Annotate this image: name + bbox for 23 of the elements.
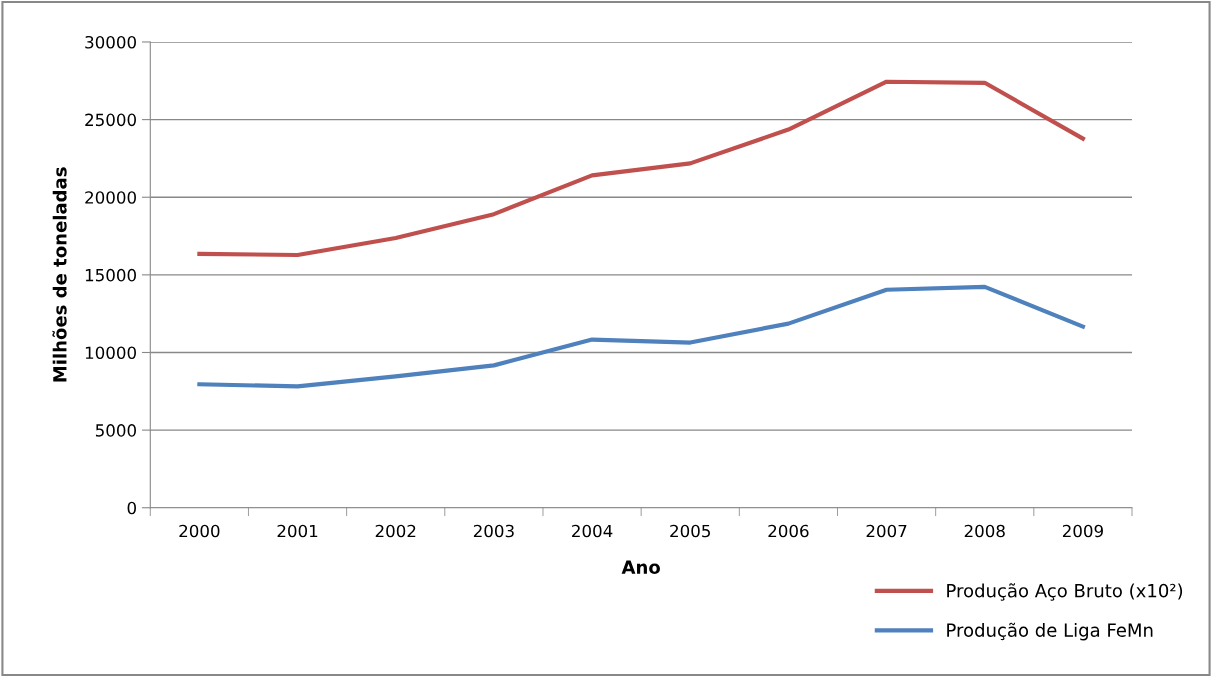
x-axis-title: Ano (621, 560, 660, 574)
x-tick-label: 2009 (1062, 524, 1103, 538)
line-series (197, 284, 1086, 389)
y-tick-label: 20000 (85, 191, 136, 204)
y-tick-label: 0 (127, 501, 136, 515)
legend-label: Produção Aço Bruto (x10²) (947, 583, 1183, 601)
legend-label: Produção de Liga FeMn (947, 622, 1153, 641)
y-tick-label: 5000 (95, 424, 136, 437)
y-axis-title: Milhões de toneladas (52, 167, 67, 382)
x-tick-label: 2002 (375, 524, 416, 538)
x-tick-label: 2001 (277, 524, 318, 538)
y-tick-label: 25000 (85, 113, 136, 127)
line-series (197, 79, 1086, 258)
y-tick-label: 15000 (85, 268, 136, 282)
x-tick-label: 2004 (572, 524, 613, 538)
x-tick-label: 2006 (768, 524, 809, 538)
x-tick-label: 2000 (179, 524, 220, 538)
x-tick-label: 2005 (670, 524, 710, 538)
x-tick-label: 2007 (866, 524, 907, 538)
x-tick-label: 2008 (964, 524, 1005, 538)
y-tick-label: 30000 (85, 35, 136, 49)
y-tick-label: 10000 (85, 346, 136, 360)
x-tick-label: 2003 (473, 524, 514, 538)
